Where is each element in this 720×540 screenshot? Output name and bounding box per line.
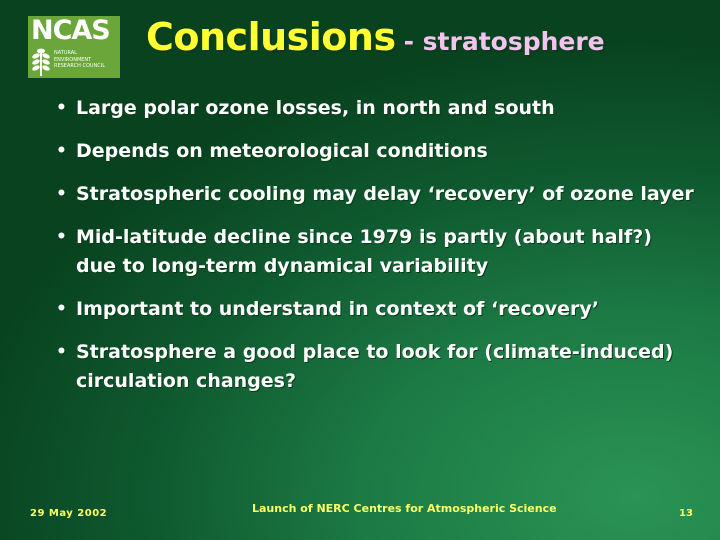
bullet-text: Important to understand in context of ‘r… — [76, 298, 600, 320]
bullet-list: • Large polar ozone losses, in north and … — [56, 94, 696, 410]
slide-title: Conclusions - stratosphere — [146, 18, 605, 56]
bullet-text: Stratosphere a good place to look for (c… — [76, 341, 674, 392]
bullet-icon: • — [56, 227, 67, 247]
bullet-item: • Stratospheric cooling may delay ‘recove… — [56, 180, 696, 209]
bullet-item: • Stratosphere a good place to look for (… — [56, 338, 696, 396]
title-main: Conclusions — [146, 15, 396, 59]
leaf-emblem-icon — [32, 48, 50, 76]
logo-wordmark: NCAS — [31, 16, 111, 46]
title-subtitle: - stratosphere — [403, 27, 605, 56]
bullet-icon: • — [56, 299, 67, 319]
bullet-item: • Important to understand in context of ‘… — [56, 295, 696, 324]
logo-line: ENVIRONMENT — [54, 56, 92, 63]
bullet-icon: • — [56, 184, 67, 204]
bullet-text: Mid-latitude decline since 1979 is partl… — [76, 226, 652, 277]
bullet-item: • Mid-latitude decline since 1979 is part… — [56, 223, 696, 281]
bullet-item: • Large polar ozone losses, in north and … — [56, 94, 696, 123]
logo-line: NATURAL — [54, 50, 77, 56]
bullet-text: Large polar ozone losses, in north and s… — [76, 97, 555, 119]
bullet-icon: • — [56, 98, 67, 118]
footer-event-title: Launch of NERC Centres for Atmospheric S… — [252, 502, 557, 515]
bullet-icon: • — [56, 141, 67, 161]
footer-date: 29 May 2002 — [30, 508, 108, 519]
logo-subtitle: NATURAL ENVIRONMENT RESEARCH COUNCIL — [54, 50, 120, 70]
bullet-text: Stratospheric cooling may delay ‘recover… — [76, 183, 694, 205]
ncas-logo: NCAS NATURAL ENVIRONMENT RESEARCH COUNCI… — [28, 16, 120, 78]
logo-line: RESEARCH COUNCIL — [54, 63, 106, 70]
bullet-text: Depends on meteorological conditions — [76, 140, 488, 162]
bullet-item: • Depends on meteorological conditions — [56, 137, 696, 166]
bullet-icon: • — [56, 342, 67, 362]
slide-number: 13 — [679, 508, 693, 519]
